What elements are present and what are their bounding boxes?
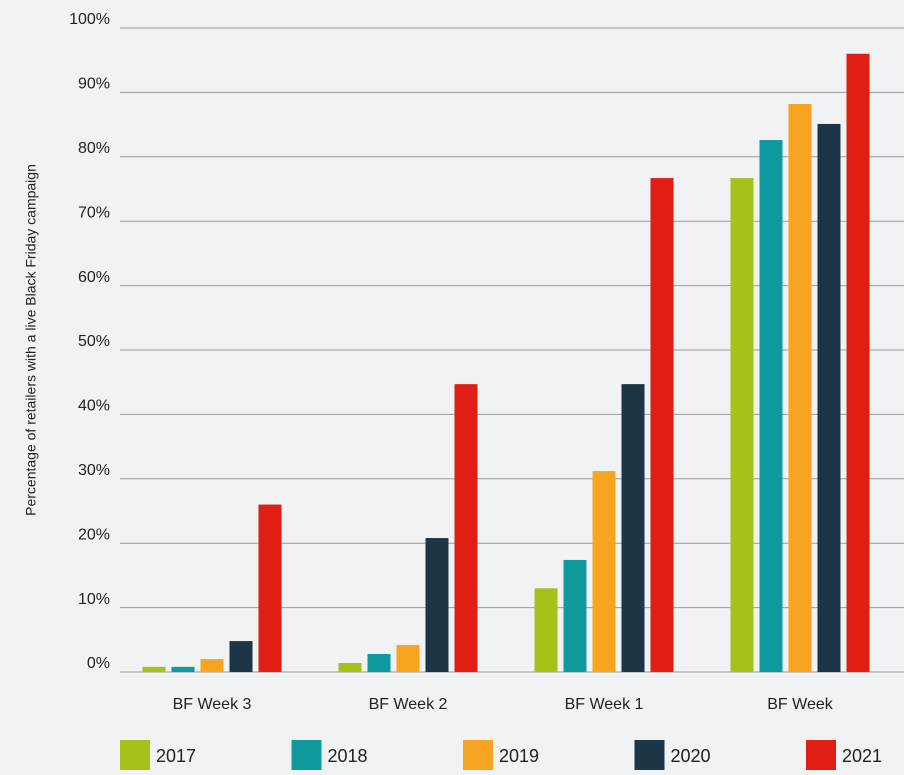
y-axis-title: Percentage of retailers with a live Blac… (23, 164, 39, 516)
bar (846, 53, 870, 672)
legend-swatch (806, 740, 836, 770)
bar (592, 471, 616, 672)
bar (258, 504, 282, 672)
bar (788, 103, 812, 672)
y-tick-label: 60% (78, 269, 110, 286)
bar (534, 588, 558, 672)
bar (200, 659, 224, 672)
bar (396, 644, 420, 672)
legend-label: 2017 (156, 746, 196, 766)
bar (454, 384, 478, 672)
bar (621, 384, 645, 672)
y-tick-label: 10% (78, 591, 110, 608)
y-tick-label: 0% (87, 655, 110, 672)
legend-swatch (463, 740, 493, 770)
legend-label: 2018 (328, 746, 368, 766)
bar (425, 538, 449, 672)
y-tick-label: 100% (69, 11, 110, 28)
x-tick-label: BF Week 2 (369, 696, 448, 713)
y-tick-label: 20% (78, 526, 110, 543)
bar (730, 178, 754, 672)
y-tick-label: 80% (78, 140, 110, 157)
x-tick-label: BF Week 1 (565, 696, 644, 713)
y-tick-label: 40% (78, 398, 110, 415)
legend-swatch (291, 740, 322, 770)
bar (171, 666, 195, 672)
bar (650, 178, 674, 672)
y-tick-label: 50% (78, 333, 110, 350)
bar (817, 123, 841, 673)
bar (759, 140, 783, 672)
y-tick-label: 90% (78, 76, 110, 93)
x-tick-label: BF Week (767, 696, 834, 713)
legend-label: 2019 (499, 746, 539, 766)
y-tick-label: 70% (78, 204, 110, 221)
y-tick-label: 30% (78, 462, 110, 479)
bar (229, 641, 253, 672)
bar (338, 662, 362, 672)
legend-swatch (120, 740, 150, 770)
bar (563, 559, 587, 672)
legend-label: 2021 (842, 746, 882, 766)
bar (367, 653, 391, 672)
legend-swatch (634, 740, 665, 770)
x-tick-label: BF Week 3 (173, 696, 252, 713)
legend-label: 2020 (671, 746, 711, 766)
bar (142, 666, 166, 672)
